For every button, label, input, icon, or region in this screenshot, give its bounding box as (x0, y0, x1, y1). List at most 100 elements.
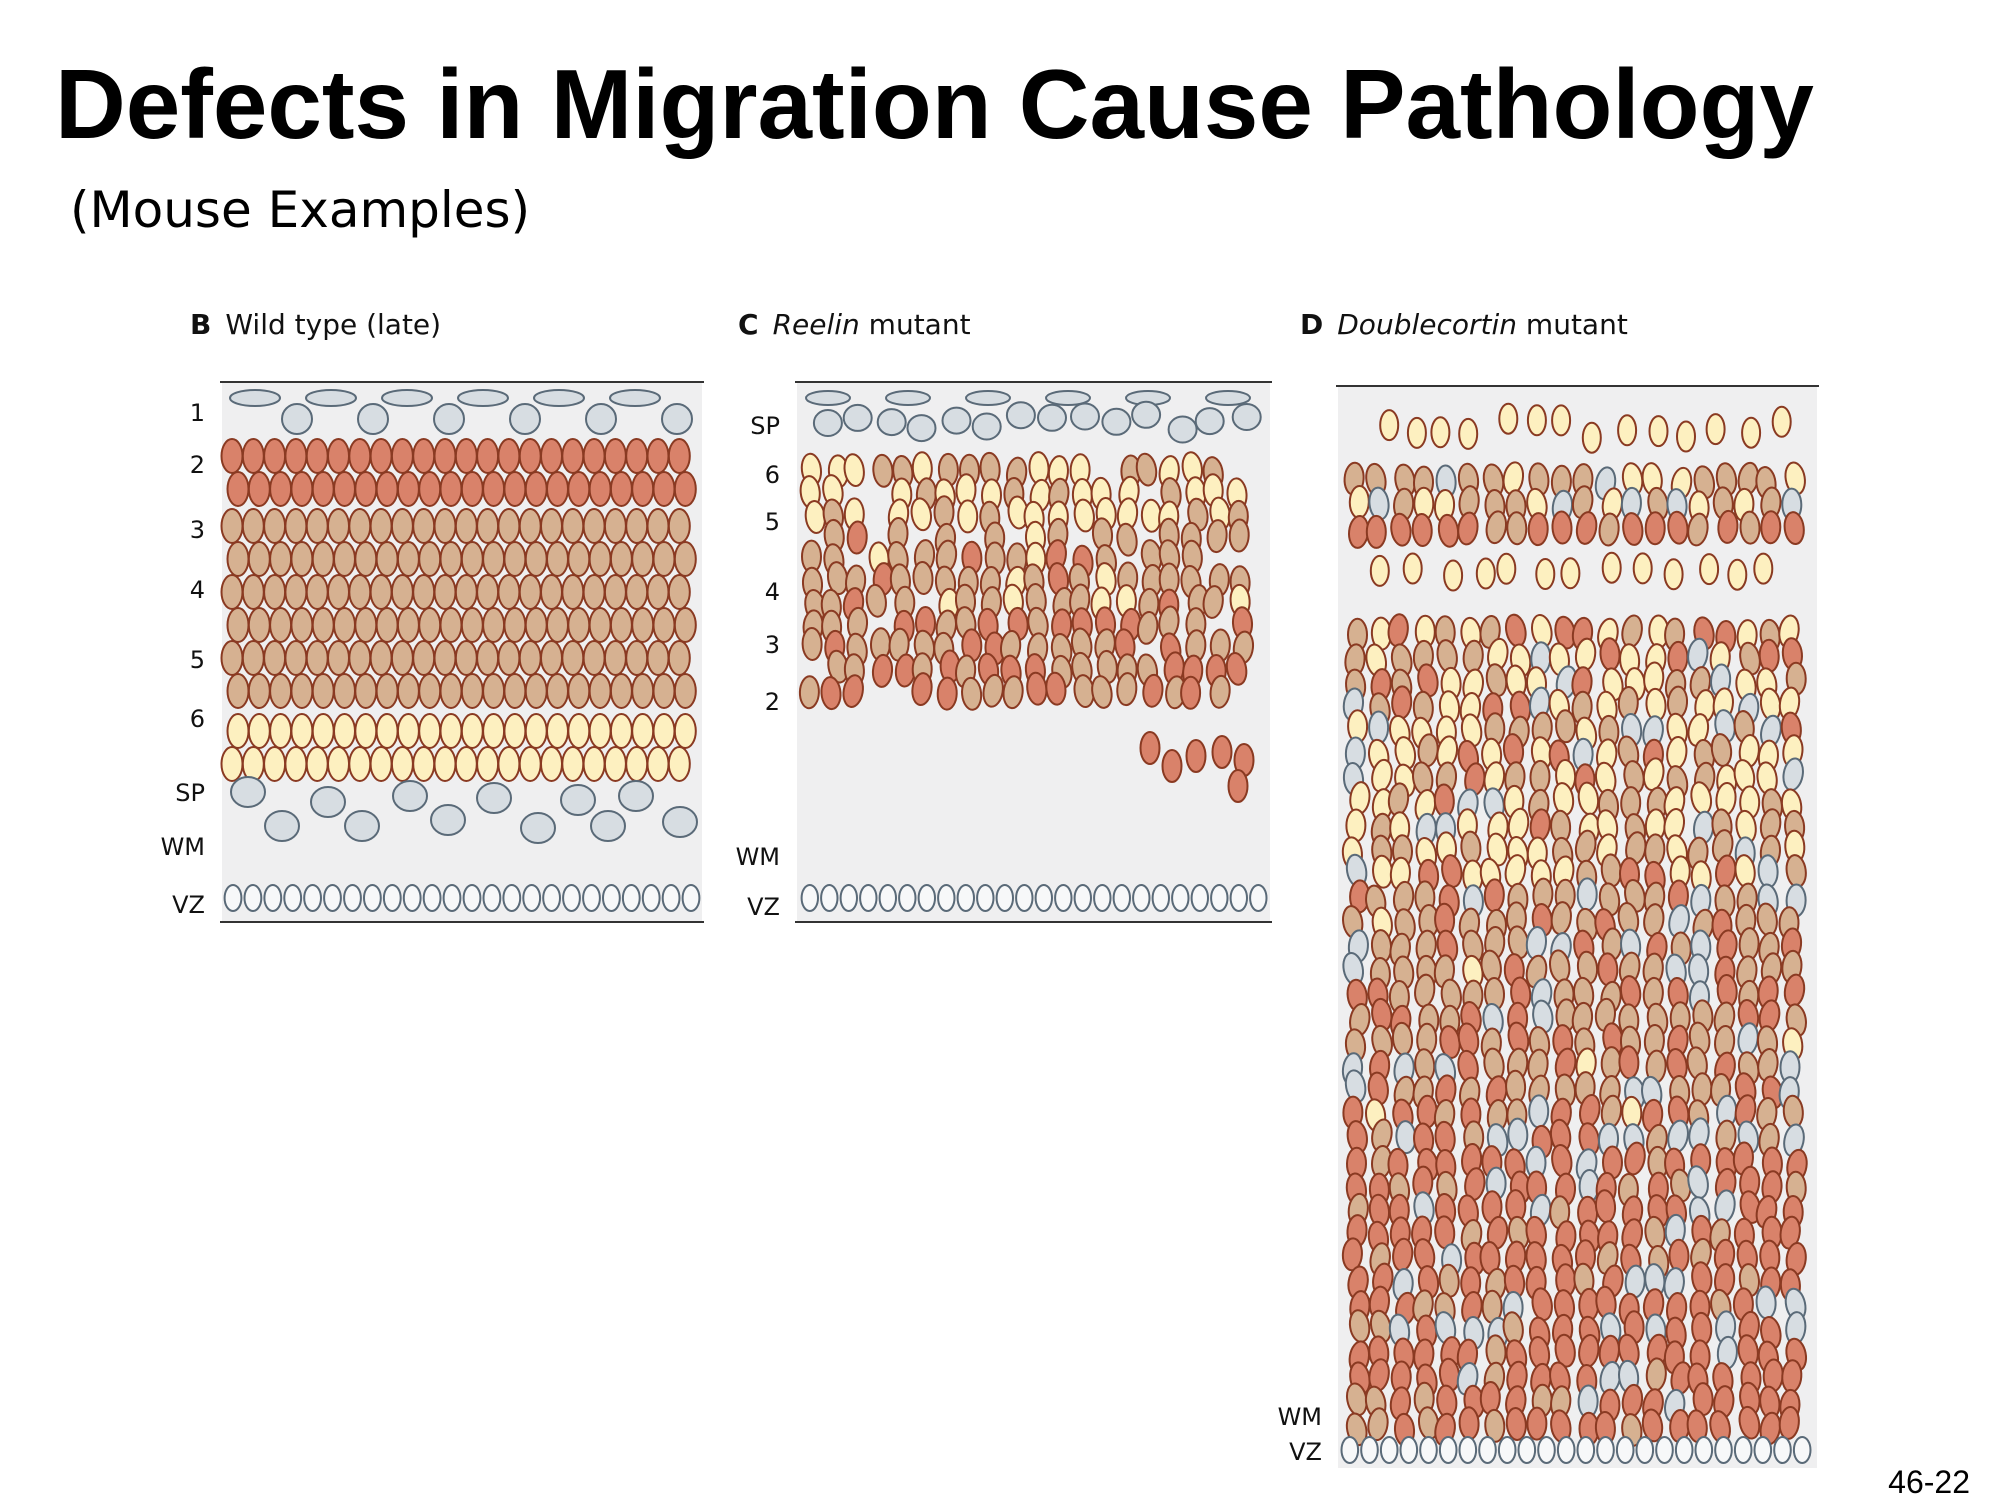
ventricular-zone-cell (1517, 1436, 1537, 1464)
marginal-zone-cell (457, 389, 509, 407)
neuron-cell (333, 471, 356, 507)
neuron-cell (646, 574, 670, 610)
marginal-zone-cell (381, 389, 433, 407)
neuron-cell (540, 438, 563, 474)
neuron-cell (540, 640, 563, 676)
panel-d-label-wm: WM (1278, 1403, 1322, 1431)
neuron-cell (1091, 675, 1113, 709)
neuron-cell (1483, 878, 1505, 913)
neuron-cell (369, 574, 393, 610)
neuron-cell (497, 438, 521, 474)
neuron-cell (433, 508, 457, 544)
neuron-cell (588, 541, 612, 577)
neuron-cell (546, 471, 569, 507)
neuron-cell (263, 746, 287, 782)
ventricular-zone-cell (1714, 1436, 1733, 1464)
panel-b-label-2: 2 (190, 451, 205, 479)
ventricular-zone-cell (263, 884, 283, 912)
neuron-cell (418, 673, 442, 709)
neuron-cell (625, 438, 649, 474)
neuron-cell (311, 673, 335, 709)
ventricular-zone-cell (1497, 1436, 1517, 1464)
panel-c-letter: C (738, 308, 759, 341)
neuron-cell (1139, 731, 1161, 765)
neuron-cell (518, 574, 542, 610)
neuron-cell (652, 713, 676, 749)
subplate-cell (1045, 390, 1091, 406)
neuron-cell (871, 653, 894, 688)
neuron-cell (1551, 404, 1572, 437)
ventricular-zone-cell (956, 884, 975, 912)
subplate-cell (476, 782, 512, 814)
ventricular-zone-cell (1340, 1436, 1360, 1464)
neuron-cell (263, 640, 287, 676)
panel-d-letter: D (1300, 308, 1323, 341)
ventricular-zone-cell (283, 884, 303, 912)
panel-c-header: C Reelin mutant (738, 308, 971, 341)
neuron-cell (284, 746, 308, 782)
neuron-cell (290, 713, 314, 749)
neuron-cell (311, 471, 335, 507)
neuron-cell (1475, 557, 1496, 590)
neuron-cell (247, 471, 271, 507)
neuron-cell (1753, 552, 1774, 585)
neuron-cell (1576, 877, 1598, 912)
neuron-cell (247, 607, 271, 643)
neuron-cell (518, 508, 542, 544)
ventricular-zone-cell (1537, 1436, 1556, 1464)
ventricular-zone-cell (482, 884, 502, 912)
ventricular-zone-cell (1399, 1436, 1419, 1464)
neuron-cell (1632, 552, 1653, 585)
neuron-cell (333, 607, 356, 643)
neuron-cell (540, 574, 563, 610)
neuron-cell (567, 607, 591, 643)
ventricular-zone-cell (323, 884, 342, 912)
neuron-cell (561, 640, 585, 676)
neuron-cell (497, 508, 521, 544)
neuron-cell (354, 471, 378, 507)
neuron-cell (1622, 512, 1644, 546)
panel-b-label-sp: SP (175, 779, 205, 807)
neuron-cell (1341, 1237, 1363, 1272)
neuron-cell (1555, 709, 1577, 744)
ventricular-zone-cell (343, 884, 362, 912)
neuron-cell (1757, 854, 1779, 889)
neuron-cell (460, 541, 484, 577)
panel-b-cells (220, 389, 701, 912)
neuron-cell (582, 508, 606, 544)
ventricular-zone-cell (898, 884, 917, 912)
neuron-cell (290, 541, 314, 577)
ventricular-zone-cell (382, 884, 402, 912)
neuron-cell (673, 713, 697, 749)
neuron-cell (1227, 769, 1249, 803)
panel-b-label-1: 1 (190, 399, 205, 427)
neuron-cell (603, 508, 627, 544)
neuron-cell (524, 541, 548, 577)
subplate-cell (344, 810, 380, 842)
neuron-cell (220, 508, 244, 544)
ventricular-zone-cell (402, 884, 422, 912)
ventricular-zone-cell (1054, 884, 1073, 912)
ventricular-zone-cell (681, 884, 701, 912)
neuron-cell (311, 607, 335, 643)
neuron-cell (503, 541, 527, 577)
neuron-cell (1699, 553, 1720, 586)
neuron-cell (846, 520, 868, 555)
neuron-cell (454, 640, 478, 676)
panel-c-label-4: 4 (765, 578, 780, 606)
neuron-cell (1739, 510, 1761, 545)
neuron-cell (1738, 1405, 1761, 1440)
neuron-cell (454, 746, 478, 782)
neuron-cell (369, 508, 393, 544)
neuron-cell (241, 508, 265, 544)
neuron-cell (497, 640, 521, 676)
neuron-cell (1484, 1408, 1506, 1443)
ventricular-zone-cell (1015, 884, 1034, 912)
neuron-cell (1496, 552, 1517, 585)
neuron-cell (439, 673, 463, 709)
neuron-cell (390, 508, 414, 544)
ventricular-zone-cell (602, 884, 621, 912)
neuron-cell (460, 673, 484, 709)
neuron-cell (1727, 558, 1748, 591)
neuron-cell (546, 713, 569, 749)
